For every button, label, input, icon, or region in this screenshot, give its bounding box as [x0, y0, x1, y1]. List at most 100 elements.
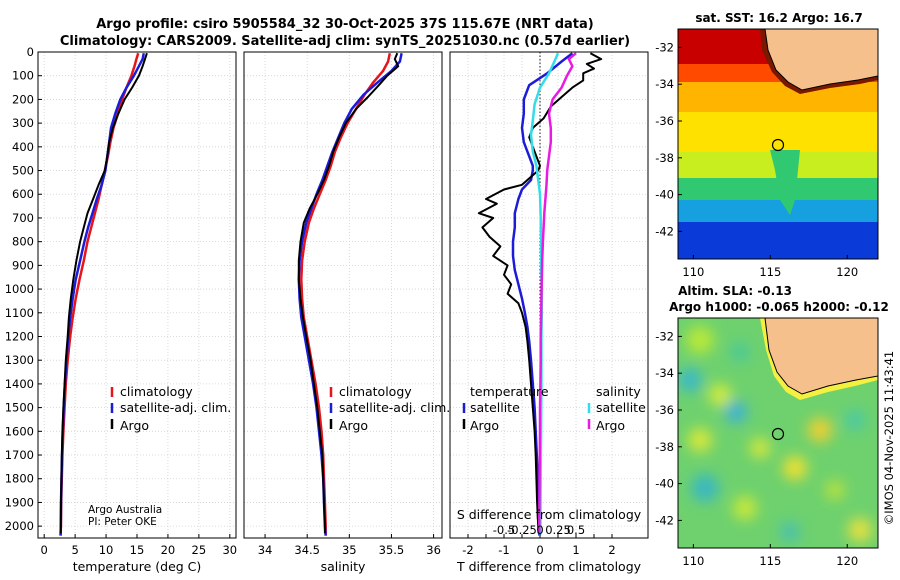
y-tick-label: 1500 — [5, 401, 34, 415]
s-difference-ticks: -0.5-0.25 0 0.250.5 — [493, 523, 585, 537]
s-tick-label: 0.25 — [545, 523, 571, 537]
map-y-tick-label: -34 — [655, 77, 674, 91]
legend-label-climatology: climatology — [339, 384, 412, 399]
sla-eddy — [686, 326, 714, 354]
legend-label-satellite: satellite-adj. clim. — [120, 400, 231, 415]
s-tick-label: 0.5 — [567, 523, 585, 537]
sst-band-blue-south — [678, 222, 878, 259]
legend-label-satellite: satellite-adj. clim. — [339, 400, 450, 415]
y-tick-label: 700 — [12, 211, 34, 225]
sst-land-mass — [764, 29, 878, 91]
legend-label-s-argo: Argo — [596, 418, 625, 433]
x-tick-label: 1 — [572, 543, 579, 557]
y-tick-label: 400 — [12, 140, 34, 154]
sla-eddy — [709, 384, 731, 406]
sla-argo-marker — [771, 427, 785, 441]
series-line-climatology — [300, 52, 392, 536]
x-tick-label: 34.5 — [294, 543, 320, 557]
legend-title-temperature: temperature — [470, 384, 549, 399]
y-tick-label: 500 — [12, 164, 34, 178]
temperature-legend: climatology satellite-adj. clim. Argo — [110, 384, 231, 433]
y-tick-label: 1000 — [5, 282, 34, 296]
y-tick-label: 1300 — [5, 353, 34, 367]
map-y-tick-label: -42 — [655, 513, 674, 527]
sst-band-yellow — [678, 112, 878, 152]
series-line-satellite-adj-clim- — [297, 52, 403, 536]
y-tick-label: 1900 — [5, 495, 34, 509]
y-tick-label: 600 — [12, 187, 34, 201]
sst-map-image — [678, 29, 878, 259]
x-tick-label: 2 — [608, 543, 615, 557]
series-line-s-argo — [538, 52, 577, 534]
x-tick-label: 0 — [41, 543, 48, 557]
x-tick-label: -2 — [462, 543, 473, 557]
title-line-2: Climatology: CARS2009. Satellite-adj cli… — [60, 34, 630, 49]
y-tick-label: 800 — [12, 235, 34, 249]
sla-map-frame — [677, 317, 879, 549]
sla-map-image — [678, 318, 878, 548]
x-tick-label: 30 — [222, 543, 237, 557]
sla-map-ticks: 110 115 120 -32 -34 -36 -38 -40 -42 — [655, 329, 858, 568]
x-tick-label: 15 — [130, 543, 145, 557]
x-tick-label: -1 — [498, 543, 509, 557]
x-tick-label: 10 — [99, 543, 114, 557]
s-tick-label: -0.25 — [507, 523, 537, 537]
sst-map-title: sat. SST: 16.2 Argo: 16.7 — [695, 11, 862, 25]
map-y-tick-label: -34 — [655, 366, 674, 380]
y-tick-label: 200 — [12, 92, 34, 106]
sst-band-amber — [678, 82, 878, 112]
y-tick-label: 1700 — [5, 448, 34, 462]
map-y-tick-label: -40 — [655, 477, 674, 491]
map-y-tick-label: -36 — [655, 403, 674, 417]
x-tick-label: 5 — [71, 543, 78, 557]
y-tick-label: 300 — [12, 116, 34, 130]
salinity-x-ticks: 34 34.5 35 35.5 36 — [258, 534, 441, 557]
y-tick-label: 100 — [12, 69, 34, 83]
t-difference-x-ticks: -2 -1 0 1 2 — [462, 534, 616, 557]
y-tick-label: 1400 — [5, 377, 34, 391]
map-x-tick-label: 120 — [836, 554, 858, 568]
map-x-tick-label: 120 — [836, 265, 858, 279]
legend-label-s-satellite: satellite — [596, 400, 646, 415]
map-x-tick-label: 115 — [759, 554, 781, 568]
depth-y-ticks: 0 100 200 300 400 500 600 700 800 900 1000 1100 1200… — [5, 45, 42, 533]
difference-legend: temperature satellite Argo salinity sate… — [462, 384, 646, 433]
salinity-axes-frame — [243, 51, 443, 539]
y-tick-label: 2000 — [5, 519, 34, 533]
sla-eddies — [678, 326, 872, 542]
sla-land-mass — [764, 318, 878, 395]
map-y-tick-label: -36 — [655, 114, 674, 128]
series-line-t-argo — [477, 52, 603, 534]
sla-eddy — [783, 456, 807, 480]
sla-map-subtitle: Argo h1000: -0.065 h2000: -0.12 — [669, 300, 889, 314]
legend-label-argo: Argo — [339, 418, 368, 433]
salinity-xlabel: salinity — [321, 559, 366, 574]
sla-eddy — [725, 401, 747, 423]
map-y-tick-label: -40 — [655, 188, 674, 202]
sst-map-panel: sat. SST: 16.2 Argo: 16.7 110 115 120 -32 -3… — [655, 11, 879, 279]
map-y-tick-label: -32 — [655, 40, 674, 54]
sst-cold-tongue — [770, 150, 800, 215]
sla-eddy — [688, 428, 712, 452]
sla-eddy — [825, 480, 845, 500]
y-tick-label: 1800 — [5, 472, 34, 486]
temperature-x-ticks: 0 5 10 15 20 25 30 — [41, 534, 237, 557]
temperature-xlabel: temperature (deg C) — [73, 559, 202, 574]
salinity-series — [297, 52, 403, 536]
map-y-tick-label: -42 — [655, 224, 674, 238]
y-tick-label: 0 — [27, 45, 34, 59]
legend-label-climatology: climatology — [120, 384, 193, 399]
series-line-argo — [59, 52, 148, 534]
s-difference-xlabel: S difference from climatology — [457, 507, 642, 522]
salinity-panel: 34 34.5 35 35.5 36 salinity climatology sate… — [243, 51, 450, 574]
sst-band-green — [678, 178, 878, 200]
sla-map-panel: Altim. SLA: -0.13 Argo h1000: -0.065 h20… — [655, 284, 889, 568]
temperature-series — [59, 52, 148, 536]
title-line-1: Argo profile: csiro 5905584_32 30-Oct-20… — [96, 17, 593, 32]
imos-timestamp: ©IMOS 04-Nov-2025 11:43:41 — [882, 351, 896, 525]
t-difference-xlabel: T difference from climatology — [456, 559, 642, 574]
map-x-tick-label: 110 — [682, 554, 704, 568]
temperature-panel: 0 5 10 15 20 25 30 0 100 200 300 400 500 600 700 800 90… — [5, 45, 237, 574]
legend-label-t-argo: Argo — [470, 418, 499, 433]
series-line-argo — [297, 52, 400, 534]
